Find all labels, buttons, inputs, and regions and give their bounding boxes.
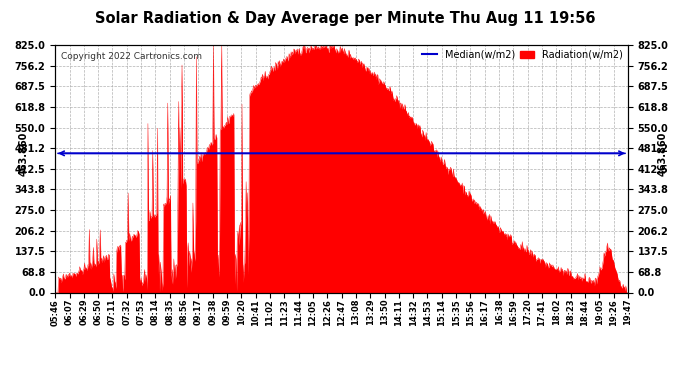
Text: Solar Radiation & Day Average per Minute Thu Aug 11 19:56: Solar Radiation & Day Average per Minute… (95, 11, 595, 26)
Text: Copyright 2022 Cartronics.com: Copyright 2022 Cartronics.com (61, 53, 202, 62)
Text: 463.860: 463.860 (658, 131, 667, 176)
Legend: Median(w/m2), Radiation(w/m2): Median(w/m2), Radiation(w/m2) (422, 50, 623, 60)
Text: 463.860: 463.860 (19, 131, 29, 176)
